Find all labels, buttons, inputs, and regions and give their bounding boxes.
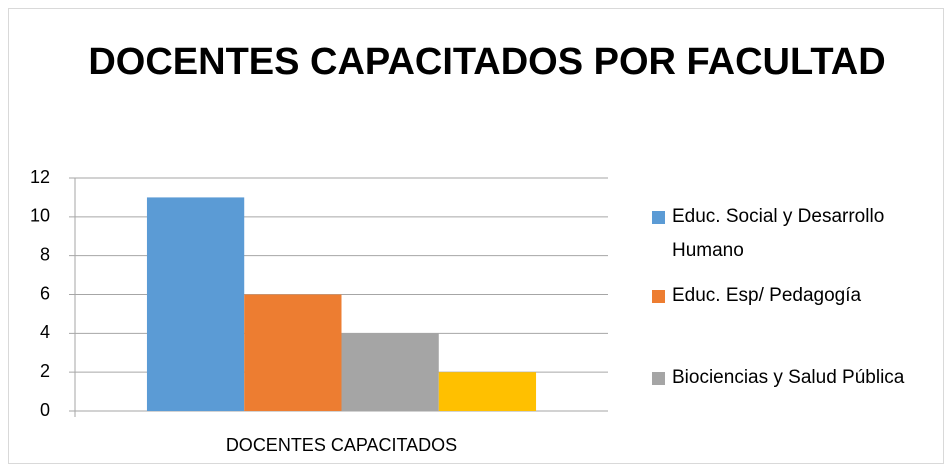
bar (146, 197, 245, 411)
legend-label: Educ. Esp/ Pedagogía (672, 285, 862, 306)
y-tick-label: 2 (40, 361, 50, 381)
bar (438, 372, 537, 411)
legend-swatch (652, 290, 665, 303)
chart-title: DOCENTES CAPACITADOS POR FACULTAD (88, 41, 886, 83)
y-tick-label: 0 (40, 400, 50, 420)
legend-label: Educ. Social y Desarrollo Humano (672, 206, 885, 261)
y-tick-label: 12 (30, 167, 50, 187)
y-tick-label: 4 (40, 322, 50, 342)
chart-border (8, 8, 944, 464)
legend-swatch (652, 372, 665, 385)
y-tick-label: 6 (40, 283, 50, 303)
y-tick-label: 10 (30, 206, 50, 226)
y-tick-label: 8 (40, 244, 50, 264)
bar (244, 294, 342, 411)
x-tick-label: DOCENTES CAPACITADOS (226, 435, 457, 455)
bar (341, 333, 439, 411)
legend-label: Biociencias y Salud Pública (672, 367, 905, 388)
legend-swatch (652, 211, 665, 224)
